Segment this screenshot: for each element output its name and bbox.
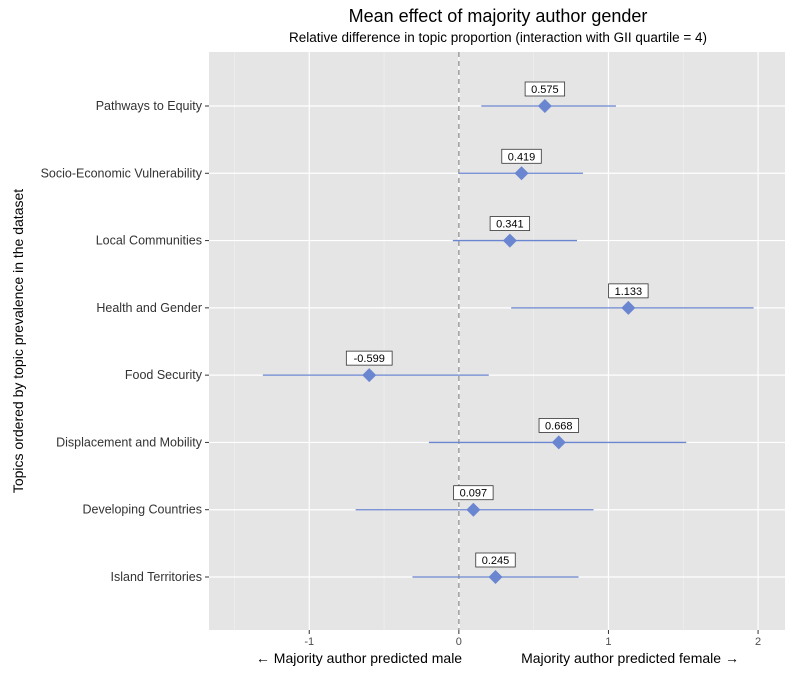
- x-tick-label: 1: [605, 636, 611, 648]
- y-axis-title: Topics ordered by topic prevalence in th…: [10, 189, 26, 493]
- point-marker: [488, 570, 503, 584]
- y-tick-label: Food Security: [125, 368, 203, 382]
- y-tick-label: Island Territories: [111, 570, 202, 584]
- value-label-text: 0.245: [482, 555, 510, 567]
- point-marker: [466, 502, 481, 517]
- value-label-box: [524, 81, 566, 97]
- value-label: 0.419: [501, 148, 542, 164]
- y-axis-ticks: Pathways to Equity Socio-Economic Vulnera…: [41, 99, 209, 584]
- point-marker: [537, 99, 552, 113]
- caption-male: ← Majority author predicted male: [256, 650, 462, 666]
- value-label-text: 0.419: [508, 151, 536, 163]
- value-label: 0.341: [489, 216, 531, 231]
- value-label-box: [345, 350, 393, 366]
- value-label: 0.668: [538, 418, 579, 433]
- value-label-text: 0.575: [531, 84, 559, 96]
- value-label-text: -0.599: [354, 353, 385, 365]
- data-marks: 0.575 0.419 0.341 1.133 -0.599 0.668 0.097 0.24…: [262, 81, 754, 584]
- x-tick-label: -1: [304, 636, 314, 648]
- value-label-box: [538, 418, 579, 433]
- y-tick-label: Pathways to Equity: [96, 99, 203, 113]
- value-label-text: 0.668: [545, 420, 573, 432]
- chart-title: Mean effect of majority author gender: [349, 6, 648, 26]
- x-axis-ticks: -1 0 1 2: [304, 630, 761, 648]
- value-label-box: [489, 216, 531, 231]
- chart-subtitle: Relative difference in topic proportion …: [289, 30, 707, 45]
- y-tick-label: Developing Countries: [82, 503, 202, 517]
- y-tick-label: Local Communities: [96, 234, 202, 248]
- plot-panel: [209, 52, 785, 630]
- value-label-box: [453, 485, 494, 501]
- value-label: 0.097: [453, 485, 494, 501]
- value-label-text: 0.097: [460, 488, 488, 500]
- point-marker: [621, 300, 636, 315]
- y-tick-label: Health and Gender: [96, 301, 202, 315]
- value-label: 0.575: [524, 81, 566, 97]
- y-tick-label: Displacement and Mobility: [56, 435, 203, 449]
- point-marker: [502, 233, 517, 248]
- point-marker: [362, 368, 377, 383]
- point-marker: [551, 435, 566, 450]
- x-tick-label: 2: [755, 636, 761, 648]
- value-label-text: 0.341: [496, 219, 524, 231]
- value-label-box: [475, 552, 516, 568]
- caption-female: Majority author predicted female →: [521, 650, 739, 666]
- y-tick-label: Socio-Economic Vulnerability: [41, 166, 203, 180]
- value-label: 0.245: [475, 552, 516, 568]
- value-label-box: [501, 148, 542, 164]
- point-marker: [514, 166, 529, 181]
- value-label-box: [608, 283, 649, 299]
- value-label-text: 1.133: [615, 286, 643, 298]
- value-label: -0.599: [345, 350, 393, 366]
- value-label: 1.133: [608, 283, 649, 299]
- x-tick-label: 0: [456, 636, 462, 648]
